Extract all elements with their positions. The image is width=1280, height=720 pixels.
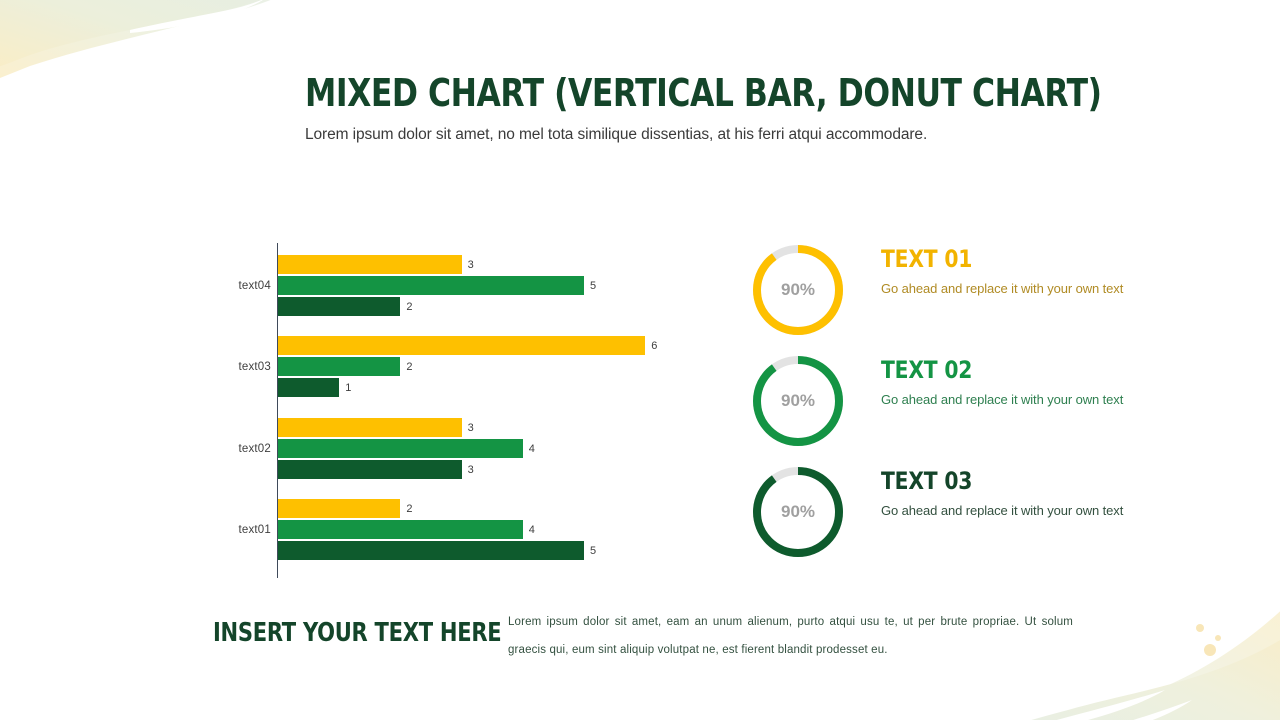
chart-axis-line bbox=[277, 243, 279, 578]
bar-row: 4 bbox=[278, 520, 655, 539]
bar-group-container: text04 3 5 2 text03 6 2 1 text02 3 4 3 text01 2 4 5 bbox=[225, 243, 658, 578]
bar-group: text04 3 5 2 bbox=[225, 255, 655, 317]
bar-stack: 3 4 3 bbox=[278, 418, 655, 480]
bar-row: 2 bbox=[278, 297, 655, 316]
bar-row: 3 bbox=[278, 255, 655, 274]
bar-row: 5 bbox=[278, 541, 655, 560]
donut-title: TEXT 02 bbox=[881, 356, 973, 384]
slide-header: MIXED CHART (VERTICAL BAR, DONUT CHART) … bbox=[305, 72, 1205, 144]
bar bbox=[278, 378, 340, 397]
bar-category-label: text03 bbox=[238, 361, 271, 373]
donut-percent-label: 90% bbox=[780, 502, 816, 521]
bar-category-label: text04 bbox=[238, 280, 271, 292]
bar bbox=[278, 499, 401, 518]
bar-value-label: 5 bbox=[590, 279, 597, 292]
bar bbox=[278, 297, 401, 316]
bar-value-label: 1 bbox=[345, 381, 352, 394]
donut-description: Go ahead and replace it with your own te… bbox=[881, 503, 1124, 518]
bar-value-label: 2 bbox=[406, 300, 413, 313]
bar-group: text02 3 4 3 bbox=[225, 418, 655, 480]
bar-category-label: text01 bbox=[238, 524, 271, 536]
donut-title: TEXT 03 bbox=[881, 467, 973, 495]
bar-value-label: 2 bbox=[406, 502, 413, 515]
brush-stroke-top-left-icon bbox=[0, 0, 271, 78]
page-subtitle: Lorem ipsum dolor sit amet, no mel tota … bbox=[305, 126, 928, 143]
bottom-body-text: Lorem ipsum dolor sit amet, eam an unum … bbox=[508, 616, 1073, 656]
bottom-heading: INSERT YOUR TEXT HERE bbox=[213, 618, 502, 648]
donut-chart-item: 90% TEXT 01 Go ahead and replace it with y… bbox=[745, 240, 1205, 351]
bar-group: text01 2 4 5 bbox=[225, 499, 655, 561]
donut-chart: 90% bbox=[745, 240, 855, 340]
bar-row: 3 bbox=[278, 418, 655, 437]
bar-value-label: 3 bbox=[467, 258, 474, 271]
bar-value-label: 2 bbox=[406, 360, 413, 373]
donut-chart-item: 90% TEXT 02 Go ahead and replace it with y… bbox=[745, 351, 1205, 462]
donut-chart-item: 90% TEXT 03 Go ahead and replace it with y… bbox=[745, 462, 1205, 573]
donut-value-arc bbox=[753, 245, 843, 335]
donut-text-block: TEXT 02 Go ahead and replace it with your… bbox=[881, 357, 1181, 409]
donut-title: TEXT 01 bbox=[881, 245, 973, 273]
bar bbox=[278, 418, 462, 437]
bar bbox=[278, 439, 523, 458]
bar-category-label: text02 bbox=[238, 443, 271, 455]
bar-row: 2 bbox=[278, 357, 655, 376]
bar-group: text03 6 2 1 bbox=[225, 336, 658, 398]
bar-stack: 3 5 2 bbox=[278, 255, 655, 317]
bar-row: 3 bbox=[278, 460, 655, 479]
bar bbox=[278, 520, 523, 539]
page-title: MIXED CHART (VERTICAL BAR, DONUT CHART) bbox=[305, 71, 1102, 115]
bar-value-label: 4 bbox=[528, 523, 535, 536]
bar-stack: 6 2 1 bbox=[278, 336, 658, 398]
bar-value-label: 3 bbox=[467, 421, 474, 434]
bar-value-label: 6 bbox=[651, 339, 658, 352]
bar-row: 2 bbox=[278, 499, 655, 518]
bar-row: 4 bbox=[278, 439, 655, 458]
bar-row: 5 bbox=[278, 276, 655, 295]
donut-percent-label: 90% bbox=[780, 280, 816, 299]
bar-value-label: 5 bbox=[590, 544, 597, 557]
bar-row: 1 bbox=[278, 378, 655, 397]
donut-chart: 90% bbox=[745, 462, 855, 562]
bar-row: 6 bbox=[278, 336, 658, 355]
donut-description: Go ahead and replace it with your own te… bbox=[881, 281, 1124, 296]
bar-stack: 2 4 5 bbox=[278, 499, 655, 561]
bar bbox=[278, 541, 584, 560]
bar-value-label: 4 bbox=[528, 442, 535, 455]
donut-description: Go ahead and replace it with your own te… bbox=[881, 392, 1124, 407]
bar bbox=[278, 460, 462, 479]
bar bbox=[278, 357, 401, 376]
bar bbox=[278, 276, 584, 295]
donut-value-arc bbox=[753, 356, 843, 446]
bar bbox=[278, 255, 462, 274]
donut-percent-label: 90% bbox=[780, 391, 816, 410]
bar-value-label: 3 bbox=[467, 463, 474, 476]
donut-chart-list: 90% TEXT 01 Go ahead and replace it with y… bbox=[745, 240, 1205, 573]
donut-text-block: TEXT 03 Go ahead and replace it with your… bbox=[881, 468, 1181, 520]
horizontal-bar-chart: text04 3 5 2 text03 6 2 1 text02 3 4 3 text01 2 4 5 bbox=[225, 243, 658, 578]
donut-text-block: TEXT 01 Go ahead and replace it with your… bbox=[881, 246, 1181, 298]
bar bbox=[278, 336, 646, 355]
donut-value-arc bbox=[753, 467, 843, 557]
donut-chart: 90% bbox=[745, 351, 855, 451]
